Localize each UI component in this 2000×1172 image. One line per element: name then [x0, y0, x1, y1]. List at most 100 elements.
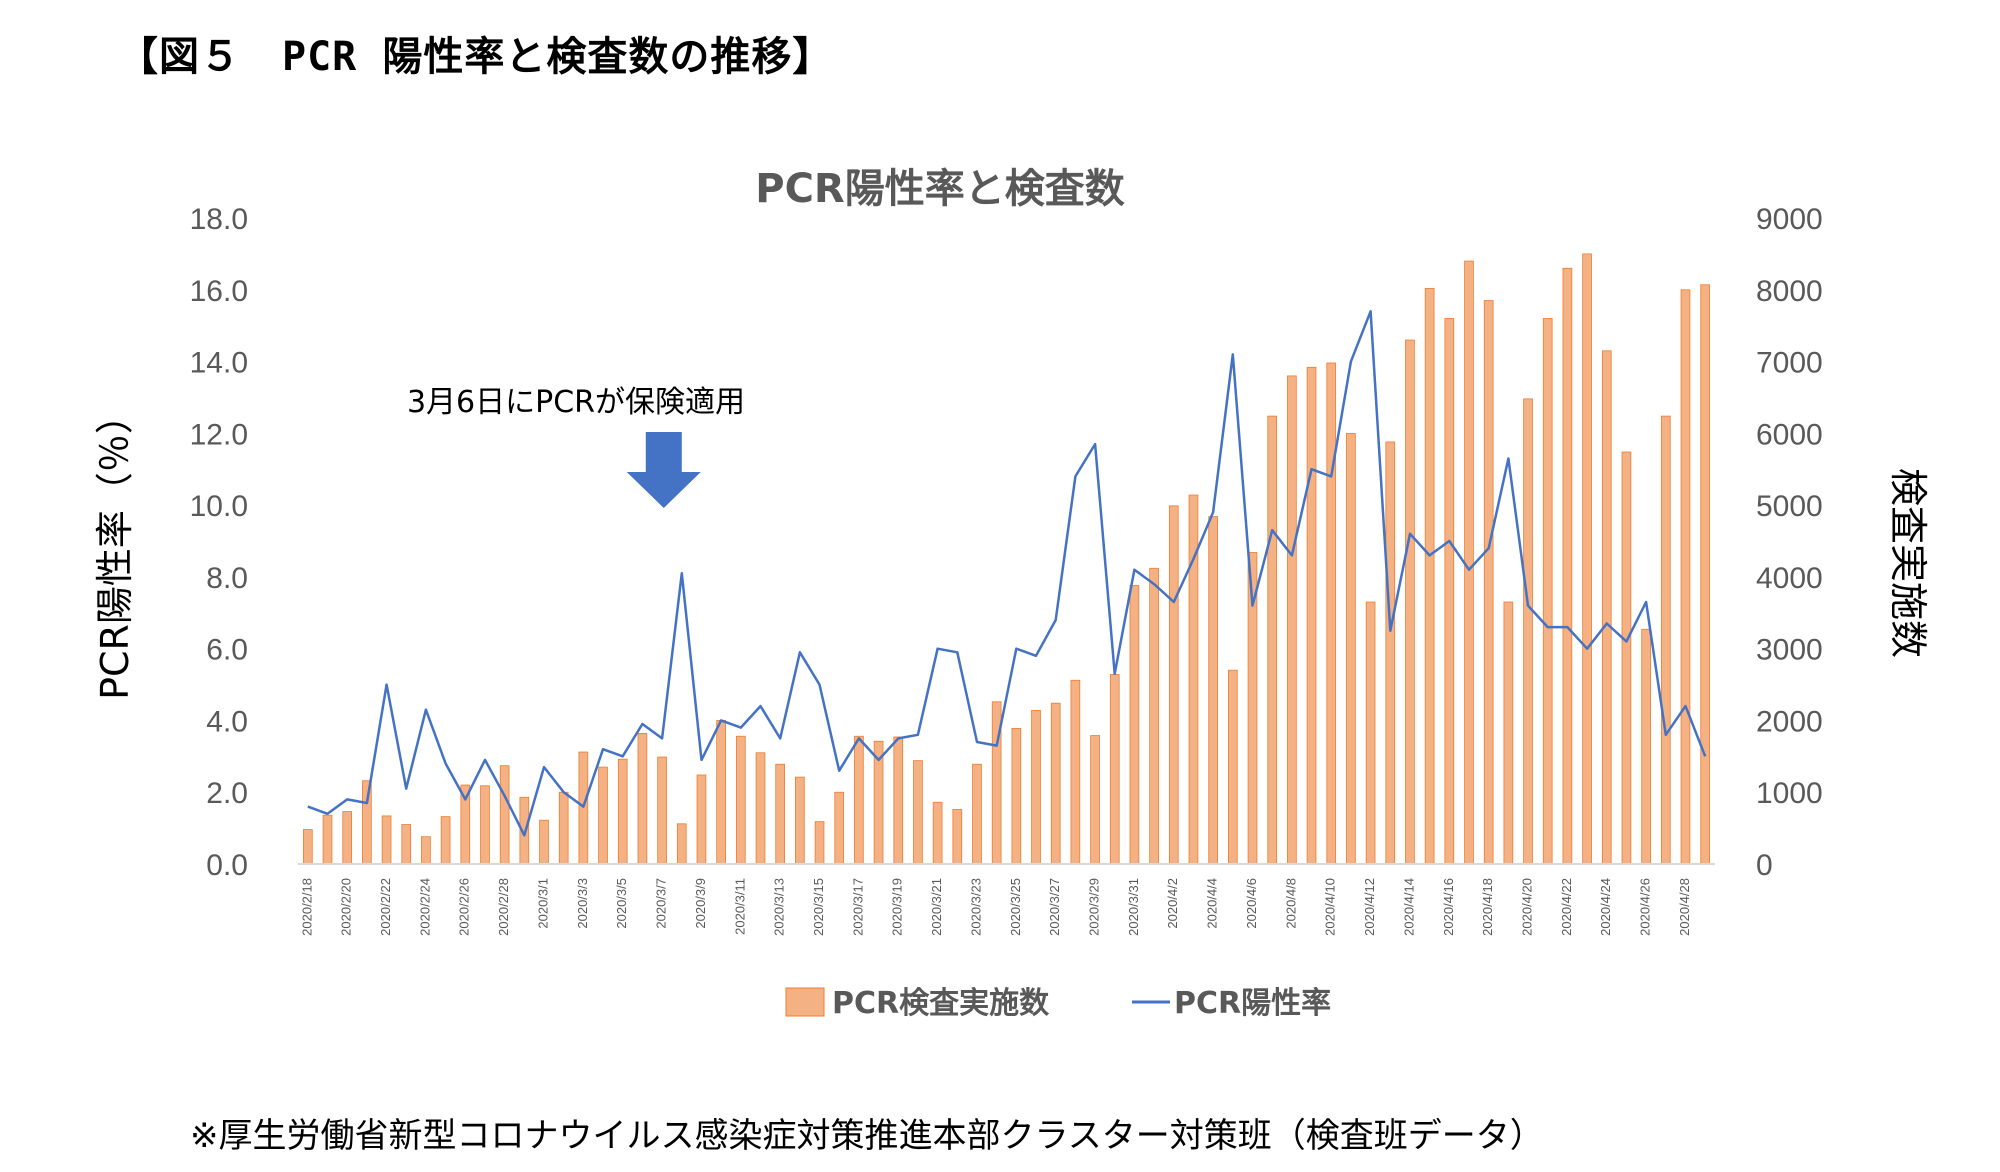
x-tick-label: 2020/3/23 — [968, 878, 983, 936]
bar-tests — [617, 758, 628, 865]
y2-tick-label: 4000 — [1756, 562, 1823, 595]
bar-tests — [480, 785, 490, 865]
bar-tests — [1070, 679, 1081, 865]
x-tick-label: 2020/3/17 — [850, 878, 865, 936]
x-tick-label: 2020/4/24 — [1598, 878, 1613, 936]
bar-tests — [1562, 267, 1573, 865]
bar-tests — [342, 811, 353, 865]
y-tick-label: 4.0 — [206, 705, 248, 738]
x-tick-label: 2020/4/4 — [1205, 878, 1220, 929]
x-tick-label: 2020/3/29 — [1087, 878, 1102, 936]
bar-tests — [539, 819, 549, 865]
bar-tests — [1483, 300, 1494, 865]
bar-tests — [1523, 398, 1533, 865]
bar-tests — [1306, 366, 1317, 865]
x-tick-label: 2020/4/12 — [1362, 878, 1377, 936]
bar-tests — [716, 720, 726, 865]
bar-tests — [1365, 601, 1376, 865]
x-tick-label: 2020/3/1 — [535, 878, 550, 929]
bar-tests — [834, 791, 845, 865]
bar-tests — [1601, 350, 1612, 865]
y2-tick-label: 0 — [1756, 849, 1773, 882]
bar-tests — [440, 816, 451, 865]
bar-tests — [932, 801, 943, 865]
bar-tests — [972, 763, 982, 865]
x-tick-label: 2020/3/15 — [811, 878, 826, 936]
y2-tick-label: 7000 — [1756, 347, 1823, 380]
y-tick-label: 8.0 — [206, 562, 248, 595]
y2-tick-label: 6000 — [1756, 418, 1823, 451]
bar-tests — [1208, 516, 1218, 865]
x-tick-label: 2020/4/22 — [1559, 878, 1574, 936]
x-tick-label: 2020/3/9 — [693, 878, 708, 929]
chart-title: PCR陽性率と検査数 — [755, 166, 1124, 212]
y-tick-label: 10.0 — [190, 490, 248, 523]
legend-label-tests: PCR検査実施数 — [832, 986, 1050, 1021]
y-tick-label: 14.0 — [190, 347, 248, 380]
bar-tests — [1227, 669, 1238, 865]
bar-tests — [1050, 702, 1061, 865]
x-tick-label: 2020/3/13 — [772, 878, 787, 936]
x-tick-label: 2020/3/3 — [575, 878, 590, 929]
y-tick-label: 2.0 — [206, 777, 248, 810]
y-tick-label: 16.0 — [190, 275, 248, 308]
y-tick-label: 0.0 — [206, 849, 248, 882]
y2-tick-label: 8000 — [1756, 275, 1823, 308]
bar-tests — [499, 765, 510, 865]
bar-tests — [775, 763, 786, 865]
y2-tick-label: 9000 — [1756, 203, 1823, 236]
x-tick-label: 2020/4/8 — [1283, 878, 1298, 929]
bar-tests — [1680, 289, 1691, 865]
bar-tests — [1660, 415, 1671, 865]
bar-tests — [1464, 260, 1474, 865]
x-tick-label: 2020/4/10 — [1323, 878, 1338, 936]
bar-tests — [637, 732, 648, 865]
y2-tick-label: 5000 — [1756, 490, 1823, 523]
bar-tests — [814, 821, 825, 865]
y-tick-label: 6.0 — [206, 634, 248, 667]
y-tick-label: 12.0 — [190, 418, 248, 451]
bar-tests — [1346, 432, 1356, 865]
x-tick-label: 2020/3/11 — [732, 878, 747, 935]
bar-tests — [1542, 318, 1553, 865]
line-positive-rate — [307, 310, 1707, 837]
x-tick-label: 2020/4/14 — [1401, 878, 1416, 936]
source-note: ※厚生労働省新型コロナウイルス感染症対策推進本部クラスター対策班（検査班データ） — [190, 1116, 1544, 1156]
y-tick-label: 18.0 — [190, 203, 248, 236]
bar-tests — [421, 836, 431, 865]
bar-tests — [1326, 362, 1337, 865]
bar-tests — [676, 823, 687, 865]
y2-tick-label: 3000 — [1756, 634, 1823, 667]
x-tick-label: 2020/4/28 — [1677, 878, 1692, 936]
bar-tests — [657, 756, 667, 865]
bar-tests — [1168, 505, 1179, 865]
bar-tests — [696, 774, 707, 865]
bar-tests — [1149, 567, 1159, 865]
x-tick-label: 2020/2/28 — [496, 878, 511, 936]
x-tick-label: 2020/3/7 — [654, 878, 669, 929]
bar-tests — [1385, 441, 1396, 865]
y2-tick-label: 1000 — [1756, 777, 1823, 810]
bar-tests — [1090, 735, 1100, 865]
x-tick-label: 2020/3/25 — [1008, 878, 1023, 936]
x-tick-label: 2020/2/26 — [457, 878, 472, 936]
x-tick-label: 2020/3/31 — [1126, 878, 1141, 936]
bar-tests — [362, 780, 372, 865]
bar-tests — [913, 760, 923, 865]
annotation-text: 3月6日にPCRが保険適用 — [407, 385, 745, 420]
y2-tick-label: 2000 — [1756, 705, 1823, 738]
x-tick-label: 2020/4/6 — [1244, 878, 1259, 929]
bar-tests — [1129, 585, 1140, 865]
bar-tests — [1424, 287, 1435, 865]
annotation-arrow-icon — [626, 432, 701, 508]
x-tick-label: 2020/3/19 — [890, 878, 905, 936]
bar-tests — [558, 791, 569, 865]
bar-tests — [578, 751, 589, 865]
bar-tests — [1109, 674, 1120, 865]
bar-tests — [735, 735, 746, 865]
bar-tests — [381, 815, 392, 865]
x-tick-label: 2020/4/26 — [1638, 878, 1653, 936]
bar-tests — [1621, 451, 1632, 865]
bar-tests — [1444, 318, 1455, 865]
